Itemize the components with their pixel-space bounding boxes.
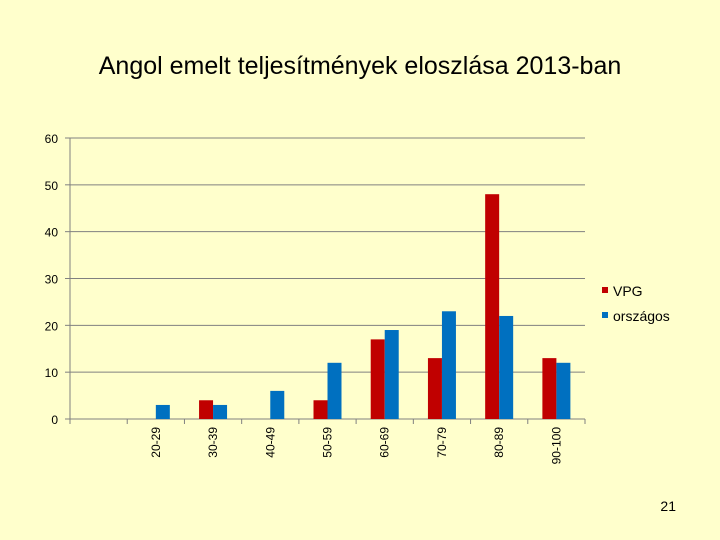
x-tick-label: 30-39 <box>206 427 220 458</box>
legend-swatch <box>602 312 608 318</box>
bars <box>155 194 571 419</box>
tick-labels: 0 10 20 30 40 50 60 20-29 30-39 40-49 50-59 60-69 70… <box>45 132 564 464</box>
bar-vpg <box>313 400 328 419</box>
x-tick-label: 70-79 <box>435 427 449 458</box>
y-tick-label: 60 <box>45 132 59 146</box>
bar-orszagos <box>556 362 571 419</box>
bar-orszagos <box>213 404 228 419</box>
legend: VPG országos <box>602 283 670 324</box>
page-number: 21 <box>660 498 676 514</box>
bar-vpg <box>199 400 214 419</box>
bar-orszagos <box>499 315 514 419</box>
x-tick-label: 80-89 <box>492 427 506 458</box>
y-tick-label: 40 <box>45 226 59 240</box>
bar-vpg <box>485 194 500 419</box>
bar-orszagos <box>155 404 170 419</box>
y-tick-label: 20 <box>45 319 59 333</box>
chart-title: Angol emelt teljesítmények eloszlása 201… <box>98 52 622 80</box>
x-tick-label: 40-49 <box>263 427 277 458</box>
y-tick-label: 10 <box>45 366 59 380</box>
x-tick-label: 50-59 <box>321 427 335 458</box>
y-tick-label: 50 <box>45 179 59 193</box>
gridlines <box>70 137 585 373</box>
x-tick-label: 20-29 <box>149 427 163 458</box>
bar-orszagos <box>441 311 456 419</box>
y-tick-label: 30 <box>45 273 59 287</box>
bar-vpg <box>542 358 557 419</box>
legend-label: VPG <box>613 283 643 299</box>
bar-vpg <box>427 358 442 419</box>
bar-orszagos <box>384 330 399 419</box>
legend-label: országos <box>613 308 670 324</box>
bar-orszagos <box>270 390 285 419</box>
bar-vpg <box>370 339 385 419</box>
legend-swatch <box>602 287 608 293</box>
bar-orszagos <box>327 362 342 419</box>
x-tick-label: 90-100 <box>549 427 563 465</box>
y-tick-label: 0 <box>51 413 58 427</box>
x-tick-label: 60-69 <box>378 427 392 458</box>
